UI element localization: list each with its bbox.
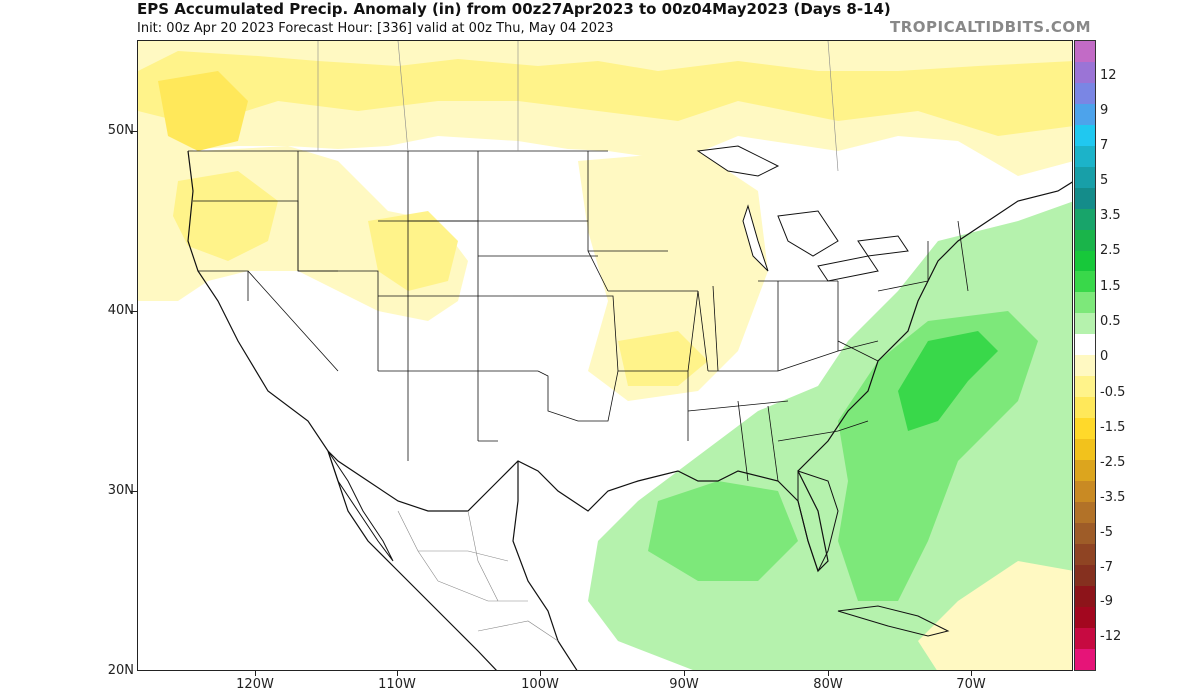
florida-outline bbox=[797, 470, 839, 573]
colorbar-segment bbox=[1075, 124, 1095, 146]
colorbar-label: 0.5 bbox=[1100, 314, 1121, 329]
colorbar-label: 5 bbox=[1100, 173, 1109, 188]
colorbar-segment bbox=[1075, 334, 1095, 356]
colorbar-segment bbox=[1075, 627, 1095, 649]
colorbar-segment bbox=[1075, 166, 1095, 188]
colorbar-label: 9 bbox=[1100, 103, 1109, 118]
lon-label-80w: 80W bbox=[813, 677, 843, 692]
colorbar-segment bbox=[1075, 397, 1095, 419]
colorbar-label: -9 bbox=[1100, 594, 1113, 609]
precip-anomaly-map bbox=[137, 40, 1073, 671]
colorbar-segment bbox=[1075, 648, 1095, 670]
state-borders bbox=[188, 150, 969, 482]
anomaly-area-north-core bbox=[138, 51, 1072, 136]
lat-tick bbox=[131, 491, 137, 492]
colorbar-segment bbox=[1075, 145, 1095, 167]
cuba-outline bbox=[837, 605, 950, 637]
lon-label-100w: 100W bbox=[521, 677, 559, 692]
colorbar-label: -3.5 bbox=[1100, 490, 1126, 505]
colorbar-segment bbox=[1075, 82, 1095, 104]
brand-watermark: TROPICALTIDBITS.COM bbox=[890, 18, 1091, 36]
lon-label-120w: 120W bbox=[236, 677, 274, 692]
colorbar-label: 2.5 bbox=[1100, 243, 1121, 258]
colorbar-label: -7 bbox=[1100, 560, 1113, 575]
lat-label-20n: 20N bbox=[107, 663, 134, 678]
colorbar bbox=[1074, 40, 1096, 671]
lat-label-30n: 30N bbox=[107, 483, 134, 498]
colorbar-segment bbox=[1075, 376, 1095, 398]
colorbar-segment bbox=[1075, 418, 1095, 440]
anomaly-area-plains-core bbox=[618, 331, 708, 386]
colorbar-label: -5 bbox=[1100, 525, 1113, 540]
mexico-coastline bbox=[327, 450, 497, 670]
chart-title: EPS Accumulated Precip. Anomaly (in) fro… bbox=[137, 0, 891, 18]
mexico-gulf-coastline bbox=[512, 461, 578, 670]
colorbar-segment bbox=[1075, 543, 1095, 565]
chart-subtitle: Init: 00z Apr 20 2023 Forecast Hour: [33… bbox=[137, 21, 614, 36]
colorbar-segment bbox=[1075, 208, 1095, 230]
colorbar-segment bbox=[1075, 585, 1095, 607]
lon-tick bbox=[540, 671, 541, 676]
lon-tick bbox=[255, 671, 256, 676]
colorbar-segment bbox=[1075, 439, 1095, 461]
anomaly-area-gulf bbox=[648, 481, 798, 581]
lon-label-70w: 70W bbox=[956, 677, 986, 692]
lon-tick bbox=[397, 671, 398, 676]
lat-tick bbox=[131, 131, 137, 132]
lat-label-40n: 40N bbox=[107, 303, 134, 318]
colorbar-segment bbox=[1075, 313, 1095, 335]
colorbar-segment bbox=[1075, 501, 1095, 523]
lon-label-110w: 110W bbox=[378, 677, 416, 692]
lon-label-90w: 90W bbox=[669, 677, 699, 692]
colorbar-segment bbox=[1075, 187, 1095, 209]
colorbar-label: 12 bbox=[1100, 68, 1117, 83]
colorbar-segment bbox=[1075, 522, 1095, 544]
colorbar-segment bbox=[1075, 292, 1095, 314]
colorbar-segment bbox=[1075, 460, 1095, 482]
colorbar-label: -12 bbox=[1100, 629, 1122, 644]
anomaly-area-rockies bbox=[368, 211, 458, 291]
lon-tick bbox=[828, 671, 829, 676]
anomaly-area-atlantic bbox=[838, 311, 1038, 601]
colorbar-segment bbox=[1075, 355, 1095, 377]
colorbar-segment bbox=[1075, 103, 1095, 125]
colorbar-segment bbox=[1075, 41, 1095, 62]
baja-outline bbox=[327, 450, 394, 562]
colorbar-segment bbox=[1075, 229, 1095, 251]
colorbar-segment bbox=[1075, 61, 1095, 83]
lon-tick bbox=[684, 671, 685, 676]
mexico-state-borders bbox=[397, 510, 559, 642]
lat-tick bbox=[131, 311, 137, 312]
colorbar-label: 0 bbox=[1100, 349, 1109, 364]
colorbar-label: -0.5 bbox=[1100, 385, 1126, 400]
colorbar-segment bbox=[1075, 564, 1095, 586]
anomaly-area-caribbean bbox=[918, 561, 1072, 670]
anomaly-area-plains bbox=[578, 151, 768, 401]
colorbar-label: 3.5 bbox=[1100, 208, 1121, 223]
us-coastline bbox=[187, 150, 1072, 573]
lon-tick bbox=[971, 671, 972, 676]
anomaly-area-pnw-core bbox=[158, 71, 248, 151]
anomaly-area-west-core bbox=[173, 171, 278, 261]
colorbar-segment bbox=[1075, 606, 1095, 628]
anomaly-area-atlantic-core bbox=[898, 331, 998, 431]
colorbar-label: -1.5 bbox=[1100, 420, 1126, 435]
great-lakes bbox=[696, 145, 909, 282]
colorbar-segment bbox=[1075, 250, 1095, 272]
colorbar-segment bbox=[1075, 481, 1095, 502]
colorbar-label: 7 bbox=[1100, 138, 1109, 153]
map-canvas bbox=[138, 41, 1072, 670]
lat-label-50n: 50N bbox=[107, 123, 134, 138]
colorbar-segment bbox=[1075, 271, 1095, 293]
canada-province-borders bbox=[317, 41, 839, 172]
colorbar-label: -2.5 bbox=[1100, 455, 1126, 470]
colorbar-label: 1.5 bbox=[1100, 279, 1121, 294]
